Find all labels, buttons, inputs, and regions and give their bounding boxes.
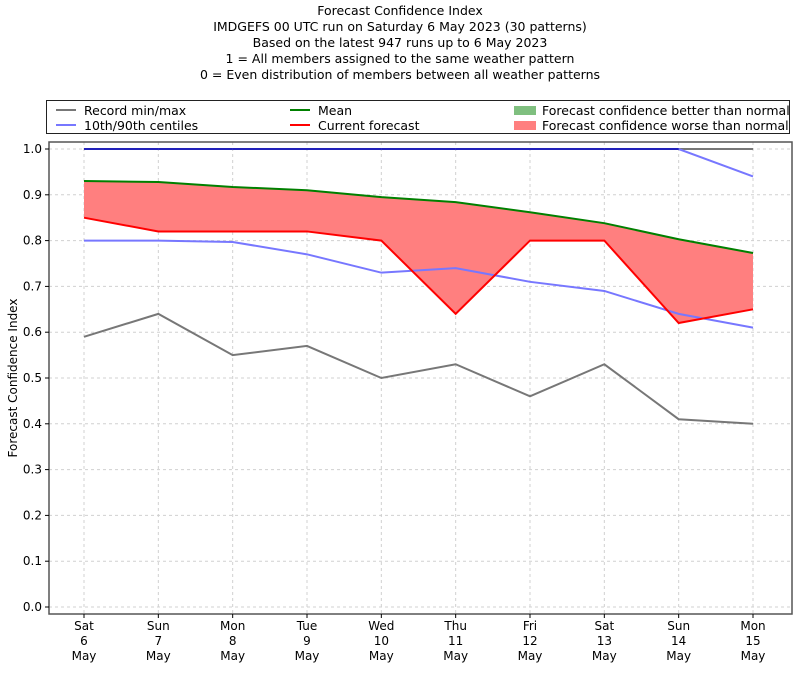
line-current-forecast (83, 216, 754, 325)
y-tick-label: 0.5 (23, 371, 42, 385)
x-tick-label: 15 (745, 634, 760, 648)
y-tick-label: 0.0 (23, 600, 42, 614)
legend-swatch-worse (514, 120, 536, 130)
confidence-fills (84, 181, 753, 324)
legend-label-mean: Mean (318, 102, 353, 118)
legend-swatch-record (56, 109, 76, 111)
x-tick-label: Wed (368, 619, 394, 633)
chart-subtitle-run: IMDGEFS 00 UTC run on Saturday 6 May 202… (213, 19, 587, 34)
legend-item-better: Forecast confidence better than normal (514, 102, 790, 118)
y-tick-label: 1.0 (23, 142, 42, 156)
legend-label-worse: Forecast confidence worse than normal (542, 117, 789, 133)
y-tick-label: 0.9 (23, 188, 42, 202)
x-tick-label: May (72, 649, 97, 663)
x-tick-label: 14 (671, 634, 686, 648)
x-tick-label: Sun (667, 619, 690, 633)
legend-swatch-current (290, 124, 310, 126)
chart-title: Forecast Confidence Index (317, 3, 483, 18)
legend-item-centiles: 10th/90th centiles (56, 117, 198, 133)
x-tick-label: 13 (597, 634, 612, 648)
legend-swatch-better (514, 105, 536, 115)
line-mean (83, 180, 754, 254)
y-tick-label: 0.3 (23, 463, 42, 477)
x-tick-label: May (146, 649, 171, 663)
x-tick-label: May (741, 649, 766, 663)
x-tick-label: Sun (147, 619, 170, 633)
x-tick-label: Mon (220, 619, 245, 633)
x-tick-label: May (443, 649, 468, 663)
legend-label-current: Current forecast (318, 117, 420, 133)
legend-label-centiles: 10th/90th centiles (84, 117, 199, 133)
legend-item-current: Current forecast (290, 117, 419, 133)
x-tick-label: 8 (229, 634, 237, 648)
line-90th-centile (84, 148, 754, 178)
x-tick-label: Sat (74, 619, 94, 633)
y-tick-label: 0.2 (23, 508, 42, 522)
legend-item-worse: Forecast confidence worse than normal (514, 117, 789, 133)
x-tick-label: Fri (523, 619, 537, 633)
chart-subtitle-one: 1 = All members assigned to the same wea… (225, 51, 575, 66)
x-tick-label: Sat (594, 619, 614, 633)
legend-item-mean: Mean (290, 102, 352, 118)
x-tick-label: 6 (80, 634, 88, 648)
x-tick-label: May (220, 649, 245, 663)
y-axis-label: Forecast Confidence Index (6, 299, 20, 458)
x-tick-label: May (592, 649, 617, 663)
legend-item-record: Record min/max (56, 102, 186, 118)
line-10th-centile (84, 239, 754, 329)
x-tick-label: Tue (296, 619, 318, 633)
y-tick-label: 0.4 (23, 417, 42, 431)
x-tick-label: Mon (740, 619, 765, 633)
chart-legend: Record min/max 10th/90th centiles Mean C… (46, 100, 790, 134)
legend-label-record: Record min/max (84, 102, 187, 118)
fill-worse-than-normal (84, 181, 753, 324)
legend-swatch-centiles (56, 124, 76, 126)
x-tick-label: 7 (155, 634, 163, 648)
x-tick-label: 11 (448, 634, 463, 648)
x-ticks: Sat6MaySun7MayMon8MayTue9MayWed10MayThu1… (72, 614, 766, 663)
y-tick-label: 0.7 (23, 279, 42, 293)
chart-subtitle-runs: Based on the latest 947 runs up to 6 May… (252, 35, 548, 50)
series-lines (83, 148, 754, 425)
x-tick-label: 9 (303, 634, 311, 648)
x-tick-label: May (369, 649, 394, 663)
chart-subtitle-zero: 0 = Even distribution of members between… (199, 67, 601, 82)
y-tick-label: 0.6 (23, 325, 42, 339)
legend-swatch-mean (290, 109, 310, 111)
x-tick-label: 10 (374, 634, 389, 648)
x-tick-label: May (518, 649, 543, 663)
x-tick-label: 12 (522, 634, 537, 648)
line-record-min (83, 312, 754, 425)
y-ticks: 0.0 0.1 0.2 0.3 0.4 0.5 0.6 0.7 0.8 0.9 1.0 (23, 142, 49, 614)
y-tick-label: 0.1 (23, 554, 42, 568)
chart-titles: Forecast Confidence Index IMDGEFS 00 UTC… (0, 3, 800, 83)
legend-label-better: Forecast confidence better than normal (542, 102, 790, 118)
x-tick-label: May (295, 649, 320, 663)
x-tick-label: May (666, 649, 691, 663)
x-tick-label: Thu (443, 619, 467, 633)
y-tick-label: 0.8 (23, 234, 42, 248)
